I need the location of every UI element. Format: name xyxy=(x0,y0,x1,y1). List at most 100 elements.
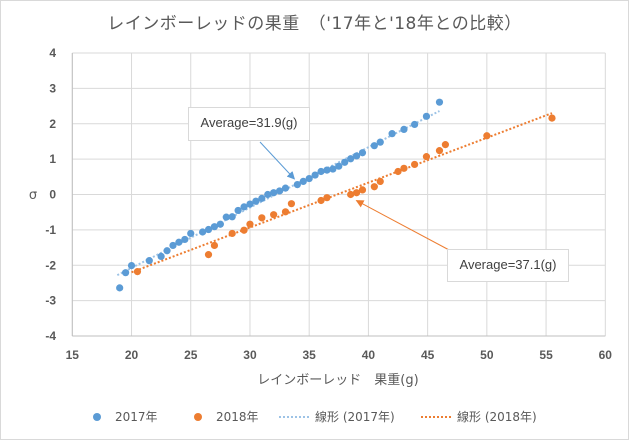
data-point-2017 xyxy=(234,206,242,215)
data-point-2018 xyxy=(204,251,213,259)
data-point-2018 xyxy=(281,208,290,216)
circle-marker-icon xyxy=(194,412,202,421)
data-point-2018 xyxy=(548,114,556,122)
data-point-2018 xyxy=(483,132,491,140)
legend-item-2018[interactable]: 2018年 xyxy=(194,408,259,425)
data-point-2018 xyxy=(240,226,248,234)
y-axis-title: σ xyxy=(29,188,37,203)
data-point-2017 xyxy=(400,125,408,134)
data-point-2017 xyxy=(323,166,331,174)
data-point-2018 xyxy=(287,200,296,208)
data-point-2018 xyxy=(394,167,402,176)
y-tick-label: -2 xyxy=(45,258,56,272)
data-point-2017 xyxy=(163,247,171,255)
data-point-2018 xyxy=(376,177,384,186)
data-point-2017 xyxy=(169,241,177,250)
data-point-2018 xyxy=(323,194,331,202)
x-axis-title: レインボーレッド 果重(g) xyxy=(257,372,418,388)
x-tick-label: 40 xyxy=(362,348,376,362)
annotation-average-2018: Average=37.1(g) xyxy=(447,249,569,282)
chart-title: レインボーレッドの果重 （'17年と'18年との比較） xyxy=(107,14,522,34)
data-points xyxy=(116,98,556,292)
data-point-2017 xyxy=(388,130,396,138)
y-tick-label: 2 xyxy=(49,117,56,131)
x-tick-label: 50 xyxy=(480,348,494,362)
data-point-2017 xyxy=(246,200,254,208)
x-tick-label: 45 xyxy=(421,348,435,362)
data-point-2018 xyxy=(411,160,419,169)
data-point-2018 xyxy=(422,153,431,161)
legend-label: 線形 (2018年) xyxy=(457,410,537,424)
data-point-2017 xyxy=(317,167,325,176)
data-point-2017 xyxy=(370,142,378,150)
x-tick-label: 35 xyxy=(303,348,317,362)
dotted-line-icon xyxy=(421,415,451,418)
data-point-2017 xyxy=(376,138,384,146)
data-point-2018 xyxy=(400,164,408,172)
data-point-2017 xyxy=(252,197,260,205)
tick-labels: 4 3 2 1 0 -1 -2 -3 -4 15 20 25 30 35 40 45 50 55 60 xyxy=(45,46,612,362)
y-tick-label: 4 xyxy=(49,46,56,60)
data-point-2017 xyxy=(341,158,349,166)
data-point-2018 xyxy=(358,186,367,194)
legend-label: 2018年 xyxy=(216,410,259,424)
data-point-2017 xyxy=(275,187,284,195)
annotation-text: Average=31.9(g) xyxy=(200,115,298,130)
data-point-2017 xyxy=(181,235,189,244)
data-point-2017 xyxy=(187,229,195,238)
data-point-2018 xyxy=(270,211,278,219)
y-tick-label: 1 xyxy=(49,152,56,166)
legend-item-trend-2017[interactable]: 線形 (2017年) xyxy=(279,408,395,425)
data-point-2017 xyxy=(157,252,165,261)
x-tick-label: 25 xyxy=(184,348,198,362)
annotation-text: Average=37.1(g) xyxy=(459,257,557,272)
data-point-2017 xyxy=(347,155,355,163)
legend-item-trend-2018[interactable]: 線形 (2018年) xyxy=(421,408,537,425)
data-point-2018 xyxy=(228,229,236,238)
data-point-2017 xyxy=(210,223,219,231)
data-point-2018 xyxy=(370,183,378,191)
y-tick-label: 3 xyxy=(49,81,56,95)
legend-label: 線形 (2017年) xyxy=(315,410,395,424)
data-point-2018 xyxy=(258,214,266,222)
trendline-2018 xyxy=(131,112,553,274)
x-tick-label: 60 xyxy=(599,348,613,362)
legend-item-2017[interactable]: 2017年 xyxy=(93,408,158,425)
data-point-2017 xyxy=(145,257,153,265)
x-tick-label: 55 xyxy=(539,348,553,362)
data-point-2017 xyxy=(222,213,230,221)
data-point-2017 xyxy=(216,220,224,228)
circle-marker-icon xyxy=(93,412,101,421)
data-point-2017 xyxy=(352,152,361,160)
data-point-2017 xyxy=(228,213,236,221)
y-tick-label: -3 xyxy=(45,294,56,308)
data-point-2017 xyxy=(116,284,124,292)
y-tick-label: 0 xyxy=(49,188,56,202)
data-point-2017 xyxy=(264,190,272,199)
annotation-arrows xyxy=(259,141,452,252)
annotation-arrow-2017 xyxy=(259,141,296,180)
data-point-2018 xyxy=(317,196,325,205)
x-tick-label: 15 xyxy=(66,348,80,362)
data-point-2017 xyxy=(335,162,343,170)
data-point-2017 xyxy=(198,228,207,236)
data-point-2017 xyxy=(127,262,136,270)
data-point-2017 xyxy=(311,171,319,179)
data-point-2017 xyxy=(305,174,313,183)
data-point-2017 xyxy=(175,238,183,246)
data-point-2018 xyxy=(352,189,361,197)
data-point-2017 xyxy=(422,112,431,120)
annotation-average-2017: Average=31.9(g) xyxy=(188,107,310,141)
data-point-2018 xyxy=(133,268,142,276)
data-point-2017 xyxy=(270,189,278,197)
y-tick-label: -4 xyxy=(45,329,56,343)
data-point-2017 xyxy=(281,184,290,192)
data-point-2017 xyxy=(329,165,337,173)
data-point-2017 xyxy=(411,120,419,129)
dotted-line-icon xyxy=(279,415,309,418)
data-point-2017 xyxy=(204,225,213,234)
x-tick-label: 20 xyxy=(125,348,139,362)
y-tick-label: -1 xyxy=(45,223,56,237)
gridlines xyxy=(71,52,606,337)
